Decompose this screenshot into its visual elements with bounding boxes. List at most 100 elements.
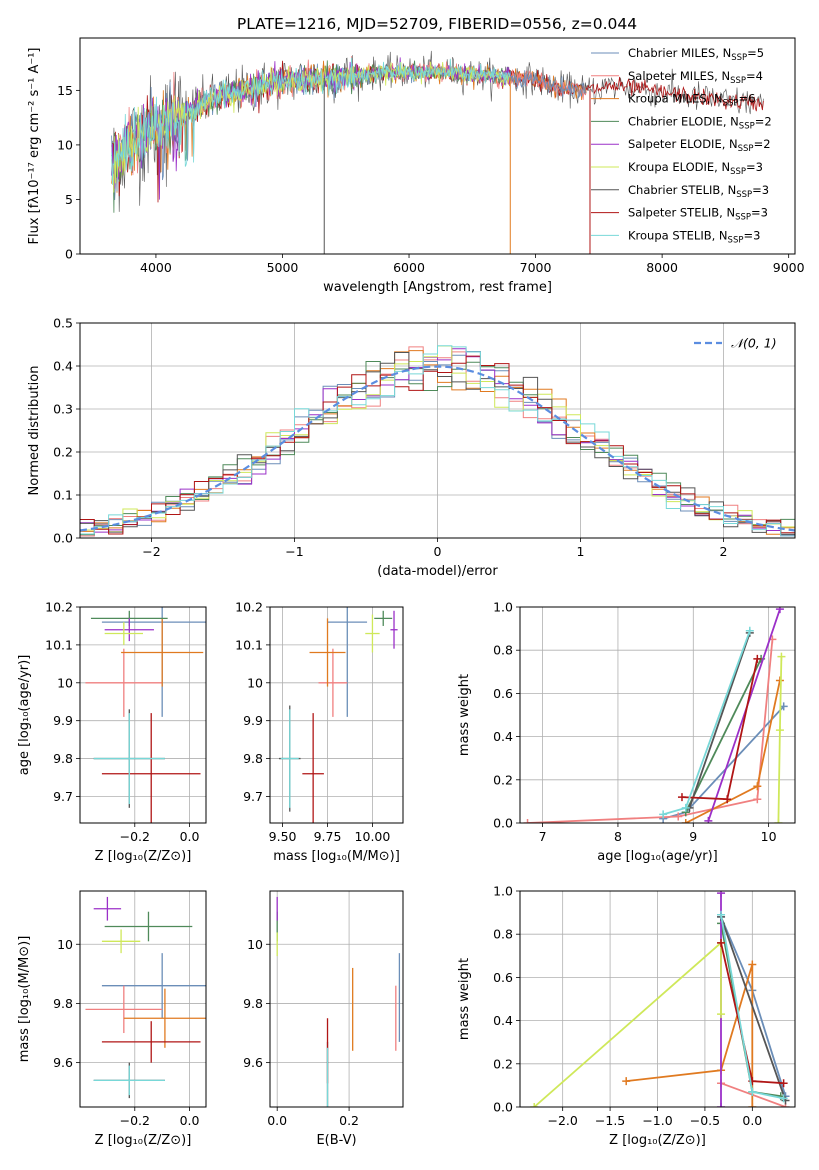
y-tick-label: 9.8 xyxy=(243,996,263,1011)
x-tick-label: −1.5 xyxy=(595,1113,625,1128)
histogram-chabrier_elodie xyxy=(80,361,795,536)
weight-marker-kroupa_elodie xyxy=(774,819,783,823)
errorbar-kroupa_elodie xyxy=(101,929,141,954)
x-tick-label: 0.0 xyxy=(180,1113,200,1128)
y-tick-label: 5 xyxy=(65,192,73,207)
weight-marker-salpeter_elodie xyxy=(717,1103,726,1107)
legend-entry-salpeter_miles: Salpeter MILES, NSSP=4 xyxy=(628,69,763,86)
weight-marker-kroupa_stelib xyxy=(745,626,754,635)
errorbar-salpeter_stelib xyxy=(101,713,201,823)
y-axis-label: mass weight xyxy=(457,958,472,1040)
errorbar-salpeter_stelib xyxy=(101,1021,201,1063)
x-tick-label: 8000 xyxy=(646,260,678,275)
y-tick-label: 1.0 xyxy=(493,600,513,615)
errorbar-salpeter_miles xyxy=(85,985,163,1034)
x-axis-label: age [log₁₀(age/yr)] xyxy=(597,849,718,864)
axes-frame xyxy=(79,37,796,255)
y-tick-label: 0.6 xyxy=(493,686,513,701)
weight-marker-kroupa_miles xyxy=(748,1103,757,1107)
weight-marker-kroupa_elodie xyxy=(777,652,786,661)
histogram-salpeter_stelib xyxy=(80,355,795,535)
errorbar-kroupa_stelib xyxy=(93,1065,165,1096)
plot-area-age-vs-mass xyxy=(278,607,398,823)
y-tick-label: 0.5 xyxy=(53,316,73,331)
y-tick-label: 10 xyxy=(247,675,263,690)
panel-age-vs-mass: 9.50 9.75 10.00 9.7 9.8 9.9 10 10.1 10.2 mass [lo… xyxy=(235,600,404,864)
weight-marker-salpeter_stelib xyxy=(753,654,762,663)
x-tick-label: 9.50 xyxy=(269,829,297,844)
weight-marker-salpeter_miles xyxy=(753,795,762,804)
x-axis-label: mass [log₁₀(M/M⊙)] xyxy=(273,849,400,864)
weight-marker-kroupa_stelib xyxy=(779,1094,788,1103)
plot-area-spectrum xyxy=(111,50,764,254)
weight-marker-kroupa_elodie xyxy=(775,726,784,735)
weight-marker-salpeter_stelib xyxy=(717,938,726,947)
histogram-chabrier_stelib xyxy=(80,352,795,535)
plot-area-mass-weight-vs-Z xyxy=(530,891,790,1107)
x-tick-label: 9000 xyxy=(773,260,805,275)
panel-mass-weight-vs-Z: −2.0 −1.5 −1.0 −0.5 0.0 0.0 0.2 0.4 0.6 0.8 1.0 Z [… xyxy=(457,884,796,1148)
weight-marker-salpeter_elodie xyxy=(717,891,726,898)
x-tick-label: 0.0 xyxy=(742,1113,762,1128)
weight-marker-kroupa_stelib xyxy=(748,1087,757,1096)
y-tick-label: 10 xyxy=(247,937,263,952)
errorbar-kroupa_miles xyxy=(123,988,206,1048)
y-tick-label: 9.8 xyxy=(53,996,73,1011)
errorbar-chabrier_elodie xyxy=(374,610,393,626)
x-tick-label: −1 xyxy=(285,544,303,559)
y-tick-label: 9.6 xyxy=(243,1055,263,1070)
y-tick-label: 0.2 xyxy=(493,1056,513,1071)
errorbar-kroupa_stelib xyxy=(93,713,165,805)
legend-entry-salpeter_stelib: Salpeter STELIB, NSSP=3 xyxy=(628,206,768,223)
legend-entry-chabrier_miles: Chabrier MILES, NSSP=5 xyxy=(628,46,764,63)
x-tick-label: −0.2 xyxy=(120,829,150,844)
plot-area-mass-weight-vs-age xyxy=(523,607,788,823)
y-tick-label: 0.4 xyxy=(53,359,73,374)
errorbar-salpeter_elodie xyxy=(93,896,122,921)
y-axis-label: age [log₁₀(age/yr)] xyxy=(17,655,32,776)
gaussian-curve xyxy=(80,365,795,532)
y-tick-label: 0.8 xyxy=(493,927,513,942)
weight-marker-salpeter_miles xyxy=(523,819,532,823)
y-tick-label: 9.8 xyxy=(243,751,263,766)
x-tick-label: 2 xyxy=(720,544,728,559)
x-tick-label: 7 xyxy=(539,829,547,844)
y-axis-label: mass [log₁₀(M/M⊙)] xyxy=(17,936,32,1063)
x-tick-label: 6000 xyxy=(393,260,425,275)
x-tick-label: 1 xyxy=(577,544,585,559)
errorbar-kroupa_elodie xyxy=(365,614,380,653)
legend-entry-kroupa_miles: Kroupa MILES, NSSP=6 xyxy=(628,92,755,109)
y-tick-label: 9.6 xyxy=(53,1055,73,1070)
y-tick-label: 15 xyxy=(57,83,73,98)
errorbar-chabrier_miles xyxy=(327,607,368,717)
x-tick-label: −0.5 xyxy=(690,1113,720,1128)
axes-frame xyxy=(519,890,796,1108)
x-tick-label: −2 xyxy=(142,544,160,559)
x-tick-label: 4000 xyxy=(140,260,172,275)
x-axis-label: Z [log₁₀(Z/Z⊙)] xyxy=(609,1133,706,1148)
x-tick-label: −2.0 xyxy=(547,1113,577,1128)
y-tick-label: 9.8 xyxy=(53,751,73,766)
axes-frame xyxy=(269,890,404,1108)
weight-marker-kroupa_miles xyxy=(681,819,690,823)
x-tick-label: 0 xyxy=(434,544,442,559)
errorbar-salpeter_miles xyxy=(318,648,348,717)
weight-line-chabrier_stelib xyxy=(720,916,787,1101)
grid-mass-vs-ebv xyxy=(270,891,403,1107)
y-tick-label: 9.7 xyxy=(243,789,263,804)
x-axis-label: Z [log₁₀(Z/Z⊙)] xyxy=(95,849,192,864)
y-tick-label: 0.6 xyxy=(493,970,513,985)
plot-area-age-vs-Z xyxy=(85,607,206,823)
y-tick-label: 9.7 xyxy=(53,789,73,804)
weight-marker-kroupa_elodie xyxy=(530,1103,539,1107)
y-tick-label: 10.2 xyxy=(235,600,263,615)
y-tick-label: 1.0 xyxy=(493,884,513,899)
x-tick-label: 9.75 xyxy=(314,829,342,844)
errorbar-salpeter_elodie xyxy=(390,610,398,649)
plot-area-residuals xyxy=(80,345,795,537)
axes-frame xyxy=(79,322,796,539)
errorbar-kroupa_miles xyxy=(309,618,346,687)
x-tick-label: 10.00 xyxy=(355,829,391,844)
x-tick-label: 5000 xyxy=(267,260,299,275)
